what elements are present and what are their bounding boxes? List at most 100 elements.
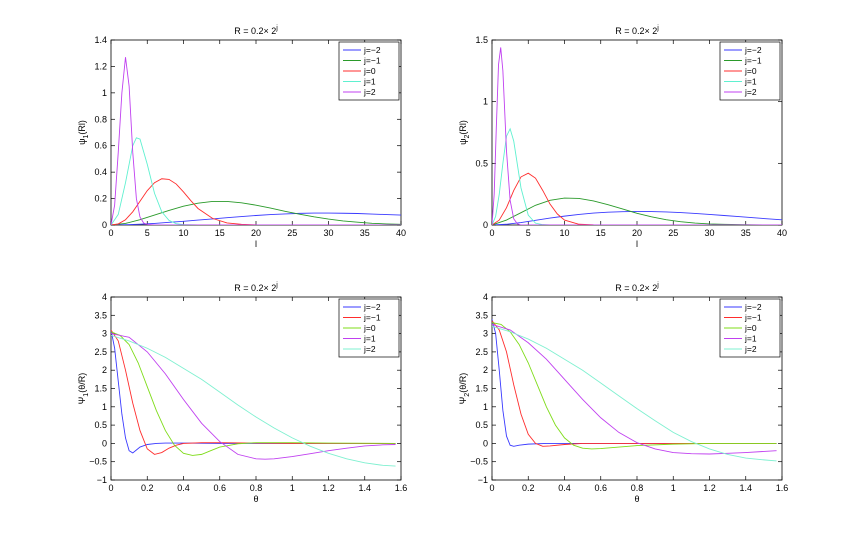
legend-entry: j=−1 xyxy=(363,56,381,66)
y-axis-label-argument: (Rl) xyxy=(458,120,468,135)
y-tick-label: 1 xyxy=(483,97,488,107)
series-line-1 xyxy=(492,210,782,225)
x-tick-label: 40 xyxy=(777,228,787,238)
y-tick-label: 0.2 xyxy=(94,194,107,204)
y-axis-label-symbol: ψ xyxy=(458,138,468,144)
y-axis-label-subscript: 1 xyxy=(83,393,90,397)
x-tick-label: 0 xyxy=(489,228,494,238)
y-tick-label: 1.5 xyxy=(475,35,488,45)
y-axis-label: ψ1(Rl) xyxy=(77,120,90,145)
x-axis-label: θ xyxy=(253,494,258,504)
y-tick-label: −1 xyxy=(478,475,488,485)
legend: j=−2j=−1j=0j=1j=2 xyxy=(719,298,781,358)
series-group xyxy=(111,329,396,467)
legend: j=−2j=−1j=0j=1j=2 xyxy=(719,41,781,101)
y-tick-label: 1 xyxy=(102,88,107,98)
legend-entry: j=0 xyxy=(363,66,376,76)
series-line-3 xyxy=(111,331,396,456)
y-tick-label: 0.5 xyxy=(475,158,488,168)
x-tick-label: 40 xyxy=(396,228,406,238)
x-tick-label: 10 xyxy=(178,228,188,238)
series-group xyxy=(492,47,782,225)
series-line-2 xyxy=(492,320,777,447)
x-tick-label: 0.2 xyxy=(141,483,154,493)
series-line-1 xyxy=(111,329,396,454)
x-tick-label: 5 xyxy=(526,228,531,238)
y-tick-label: 2.5 xyxy=(94,347,107,357)
y-tick-label: 0.8 xyxy=(94,114,107,124)
y-tick-label: 1 xyxy=(483,402,488,412)
x-tick-label: 0.8 xyxy=(631,483,644,493)
y-tick-label: −0.5 xyxy=(470,457,488,467)
x-tick-label: 25 xyxy=(287,228,297,238)
x-tick-label: 20 xyxy=(251,228,261,238)
x-tick-label: 1 xyxy=(290,483,295,493)
y-axis-label-symbol: Ψ xyxy=(77,397,87,405)
x-tick-label: 0.8 xyxy=(250,483,263,493)
x-tick-label: 20 xyxy=(632,228,642,238)
series-line-2 xyxy=(492,197,782,225)
x-tick-label: 0 xyxy=(108,228,113,238)
y-tick-label: 0.6 xyxy=(94,141,107,151)
y-axis-label: Ψ2(θ/R) xyxy=(458,373,471,404)
y-tick-label: 0.4 xyxy=(94,167,107,177)
legend-entry: j=1 xyxy=(363,334,376,344)
x-tick-label: 0 xyxy=(489,483,494,493)
y-tick-label: 3 xyxy=(102,329,107,339)
y-axis-label-subscript: 1 xyxy=(83,134,90,138)
y-tick-label: 0 xyxy=(102,438,107,448)
x-axis-label: l xyxy=(255,239,257,249)
series-line-2 xyxy=(111,201,401,225)
legend-entry: j=−1 xyxy=(363,313,381,323)
y-tick-label: 3 xyxy=(483,329,488,339)
y-axis-label: Ψ1(θ/R) xyxy=(77,373,90,404)
x-axis-label: l xyxy=(636,239,638,249)
chart-title-superscript: j xyxy=(656,25,659,32)
chart-panel-psi2-theta: 0 0.2 0.4 0.6 0.8 1 1.2 1.4 1.6 −1 −0.5 0 0.5 1 1.5 2 2.… xyxy=(458,282,788,504)
x-tick-label: 0 xyxy=(108,483,113,493)
legend-entry: j=1 xyxy=(744,77,757,87)
x-tick-label: 15 xyxy=(596,228,606,238)
y-tick-label: 3.5 xyxy=(475,310,488,320)
y-tick-label: 4 xyxy=(483,292,488,302)
y-axis-label-subscript: 2 xyxy=(464,393,471,397)
x-tick-label: 0.4 xyxy=(177,483,190,493)
x-tick-label: 10 xyxy=(559,228,569,238)
legend-entry: j=−2 xyxy=(744,45,762,55)
legend-entry: j=1 xyxy=(744,334,757,344)
legend-entry: j=2 xyxy=(744,344,757,354)
x-tick-label: 1.4 xyxy=(358,483,371,493)
x-tick-label: 0.4 xyxy=(558,483,571,493)
x-tick-label: 25 xyxy=(668,228,678,238)
x-tick-label: 5 xyxy=(145,228,150,238)
chart-panel-psi2-rl: 0 5 10 15 20 25 30 35 40 0 0.5 1 1.5 R = 0.2× 2j l ψ2(R… xyxy=(458,25,787,249)
y-axis-label-argument: (θ/R) xyxy=(458,373,468,393)
x-tick-label: 0.6 xyxy=(213,483,226,493)
y-tick-label: 4 xyxy=(102,292,107,302)
y-tick-label: 1.4 xyxy=(94,35,107,45)
y-tick-label: 2 xyxy=(483,365,488,375)
y-axis-label-symbol: ψ xyxy=(77,138,87,144)
chart-title-text: R = 0.2× 2 xyxy=(615,283,657,293)
y-tick-label: 1 xyxy=(102,402,107,412)
chart-title-text: R = 0.2× 2 xyxy=(234,26,276,36)
y-tick-label: 2.5 xyxy=(475,347,488,357)
x-tick-label: 1.6 xyxy=(776,483,789,493)
series-line-5 xyxy=(111,334,396,467)
x-tick-label: 30 xyxy=(323,228,333,238)
legend-entry: j=−1 xyxy=(744,313,762,323)
series-group xyxy=(111,57,401,225)
legend-entry: j=−2 xyxy=(744,302,762,312)
legend-entry: j=0 xyxy=(744,66,757,76)
series-group xyxy=(492,318,777,462)
chart-title: R = 0.2× 2j xyxy=(234,282,278,293)
x-tick-label: 1.6 xyxy=(395,483,408,493)
y-tick-label: 1.2 xyxy=(94,61,107,71)
y-tick-label: −0.5 xyxy=(89,457,107,467)
series-line-4 xyxy=(492,324,777,455)
x-tick-label: 1.2 xyxy=(703,483,716,493)
x-tick-label: 0.6 xyxy=(594,483,607,493)
chart-title: R = 0.2× 2j xyxy=(234,25,278,36)
y-tick-label: 0 xyxy=(483,220,488,230)
